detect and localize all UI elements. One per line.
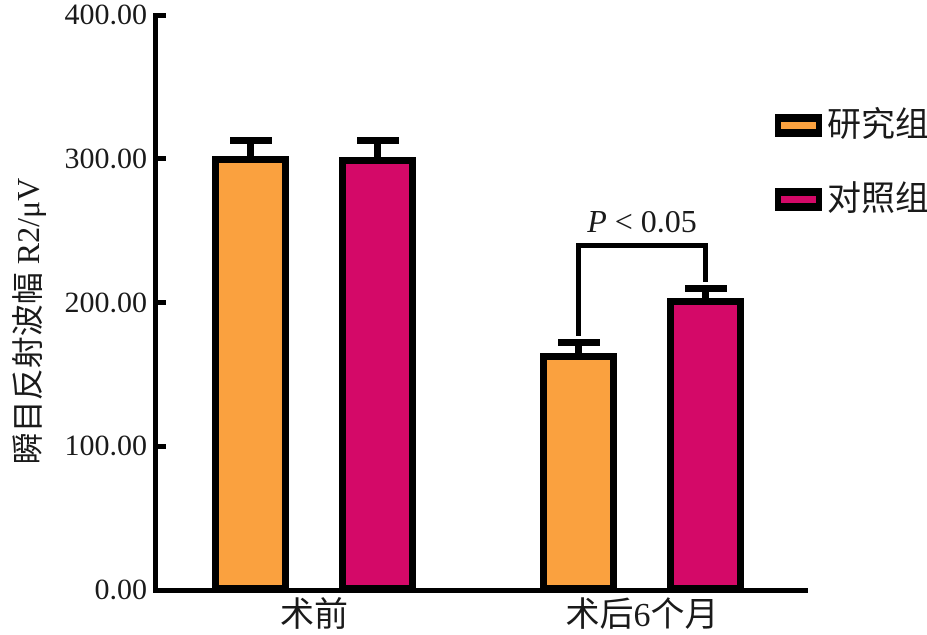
y-axis-tick	[155, 12, 166, 18]
error-bar-cap	[356, 136, 399, 144]
x-axis-line	[152, 587, 808, 593]
legend-label: 研究组	[827, 107, 927, 144]
legend-swatch	[775, 188, 822, 211]
legend: 研究组 对照组	[775, 103, 927, 222]
error-bar-stem	[247, 140, 254, 168]
bar-研究组-术后6个月	[540, 352, 617, 592]
y-tick-label: 400.00	[64, 0, 148, 31]
y-tick-label: 300.00	[64, 141, 148, 175]
error-bar-stem	[374, 140, 381, 170]
y-axis-tick	[155, 443, 166, 449]
y-axis-tick	[155, 156, 166, 162]
bar-研究组-术前	[212, 155, 289, 592]
significance-bracket-top	[576, 243, 708, 248]
y-axis-tick	[155, 300, 166, 305]
legend-swatch	[775, 114, 822, 137]
legend-swatch-stripe	[781, 122, 816, 129]
significance-bracket-left-leg	[576, 243, 581, 337]
y-tick-label: 200.00	[64, 285, 148, 319]
error-bar-cap	[229, 136, 272, 144]
significance-bracket-right-leg	[703, 243, 708, 282]
error-bar-cap	[684, 284, 727, 292]
x-category-label: 术前	[280, 597, 348, 634]
legend-label: 对照组	[827, 181, 927, 218]
significance-label: P < 0.05	[587, 203, 697, 239]
bar-对照组-术前	[339, 157, 416, 592]
y-tick-label: 0.00	[94, 573, 148, 606]
legend-item-研究组: 研究组	[775, 103, 927, 148]
bar-对照组-术后6个月	[667, 298, 744, 592]
legend-swatch-stripe	[781, 196, 816, 203]
legend-item-对照组: 对照组	[775, 177, 927, 222]
x-category-label: 术后6个月	[565, 597, 719, 634]
y-tick-label: 100.00	[64, 429, 148, 463]
error-bar-cap	[557, 339, 600, 347]
y-axis-title: 瞬目反射波幅 R2/μV	[10, 177, 46, 465]
